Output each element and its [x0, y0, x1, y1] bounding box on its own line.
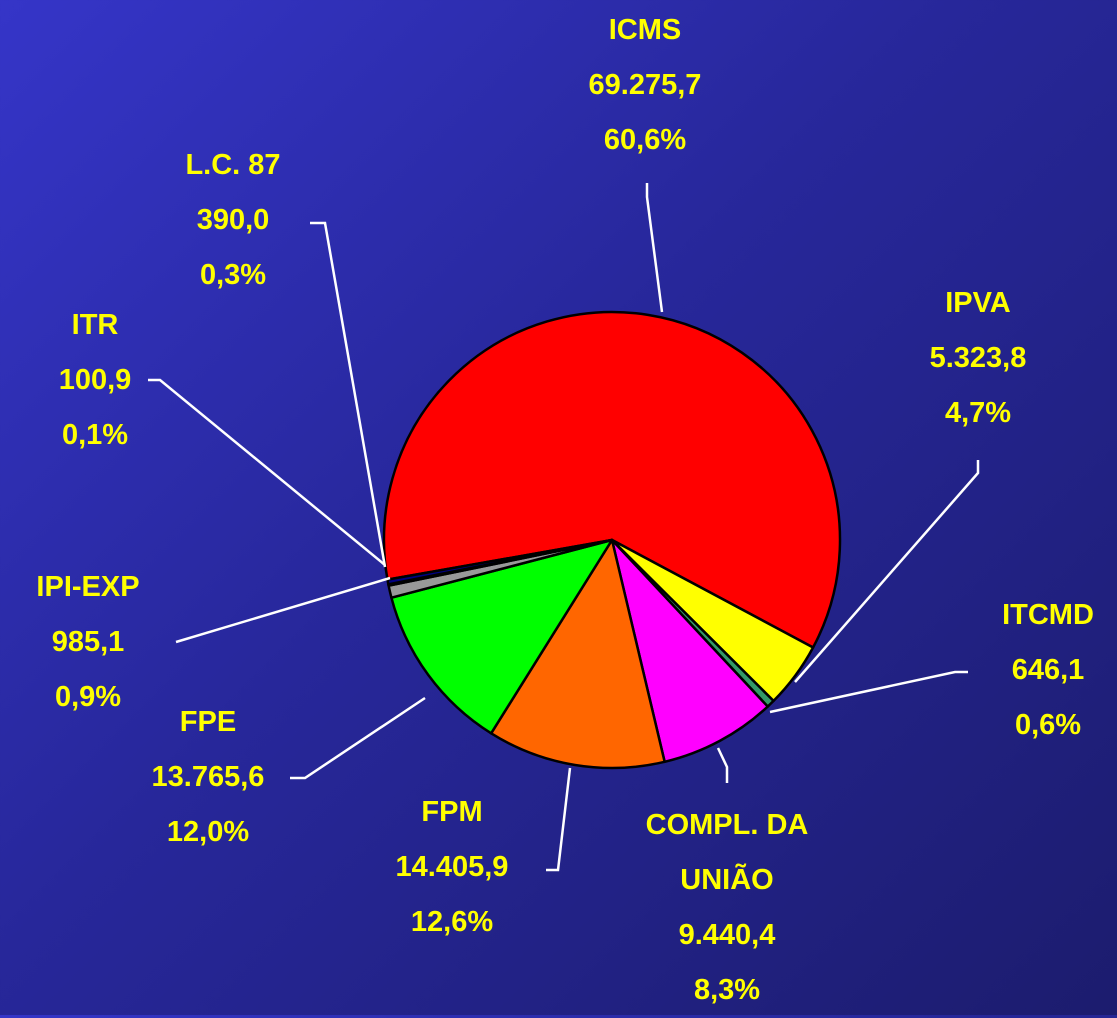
percent-label: 0,1% — [61, 419, 129, 451]
slice-label: ICMS 69.275,7 60,6% — [545, 3, 745, 168]
slice-label: FPE 13.765,6 12,0% — [108, 695, 308, 860]
category-label: FPM — [421, 796, 483, 828]
percent-label: 12,6% — [410, 906, 494, 938]
pie-slice — [390, 538, 614, 735]
percent-label: 0,3% — [199, 259, 267, 291]
percent-label: 60,6% — [603, 124, 687, 156]
value-label: 985,1 — [51, 626, 125, 658]
percent-label: 8,3% — [693, 974, 761, 1006]
percent-label: 0,6% — [1014, 709, 1082, 741]
value-label: 100,9 — [58, 364, 132, 396]
slice-label: ITR 100,9 0,1% — [0, 298, 190, 463]
pie-slice — [382, 310, 842, 649]
leader-line — [716, 747, 729, 783]
leader-line — [175, 576, 391, 644]
leader-line — [310, 221, 387, 568]
percent-label: 0,9% — [54, 681, 122, 713]
slice-label: IPVA 5.323,8 4,7% — [878, 276, 1078, 441]
category-label: ITCMD — [1002, 599, 1094, 631]
category-label: COMPL. DA UNIÃO — [645, 809, 809, 896]
percent-label: 12,0% — [166, 816, 250, 848]
pie-slice — [610, 538, 769, 764]
category-label: IPI-EXP — [36, 571, 140, 603]
value-label: 69.275,7 — [588, 69, 702, 101]
value-label: 9.440,4 — [678, 919, 776, 951]
slice-label: IPI-EXP 985,1 0,9% — [0, 560, 176, 725]
category-label: ITR — [71, 309, 119, 341]
value-label: 14.405,9 — [395, 851, 509, 883]
leader-line — [148, 378, 386, 566]
pie-slice — [489, 538, 666, 770]
percent-label: 4,7% — [944, 397, 1012, 429]
category-label: ICMS — [608, 14, 682, 46]
category-label: IPVA — [945, 287, 1011, 319]
category-label: L.C. 87 — [185, 149, 281, 181]
value-label: 5.323,8 — [929, 342, 1027, 374]
leader-line — [645, 183, 664, 313]
leader-line — [794, 460, 980, 683]
leader-line — [546, 767, 572, 872]
value-label: 13.765,6 — [151, 761, 265, 793]
value-label: 646,1 — [1011, 654, 1085, 686]
category-label: FPE — [179, 706, 237, 738]
slice-label: ITCMD 646,1 0,6% — [980, 588, 1116, 753]
slice-label: L.C. 87 390,0 0,3% — [133, 138, 333, 303]
slice-label: FPM 14.405,9 12,6% — [352, 785, 552, 950]
slice-label: COMPL. DA UNIÃO 9.440,4 8,3% — [612, 798, 842, 1018]
value-label: 390,0 — [196, 204, 270, 236]
leader-line — [769, 670, 968, 714]
leader-line — [290, 696, 426, 780]
